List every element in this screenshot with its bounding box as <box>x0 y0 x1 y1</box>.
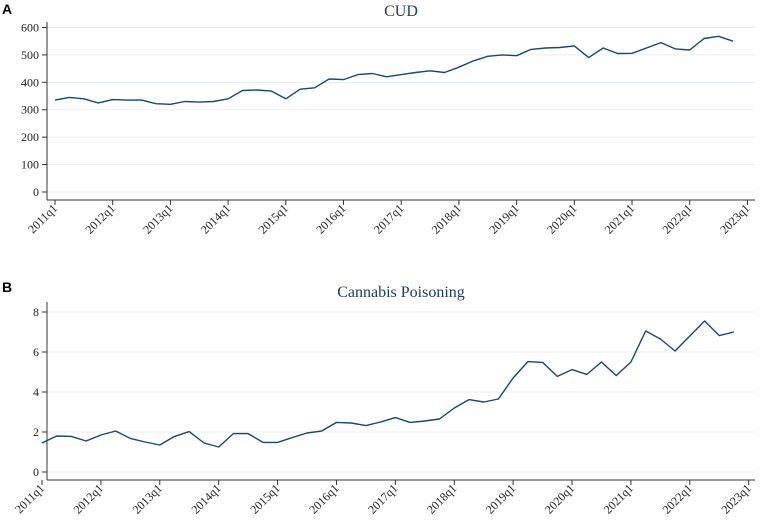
chart-1-ytick-label-3: 6 <box>33 345 39 359</box>
chart-1-title: Cannabis Poisoning <box>337 284 465 301</box>
chart-0-xtick-label-9: 2020q1 <box>544 201 579 236</box>
chart-1-xtick-label-1: 2012q1 <box>71 481 106 516</box>
chart-0-xtick-label-3: 2014q1 <box>198 201 233 236</box>
chart-0-ytick-label-0: 0 <box>33 185 39 199</box>
chart-1-xtick-label-3: 2014q1 <box>188 481 223 516</box>
chart-1-panel-letter: B <box>2 279 12 295</box>
chart-1-xtick-label-7: 2018q1 <box>424 481 459 516</box>
chart-0-panel-letter: A <box>2 1 12 17</box>
chart-0-ytick-label-5: 500 <box>21 48 39 62</box>
chart-1-xtick-label-8: 2019q1 <box>483 481 518 516</box>
chart-0-series-line-0 <box>54 35 734 106</box>
chart-0-xtick-label-7: 2018q1 <box>429 201 464 236</box>
chart-1-xtick-label-12: 2023q1 <box>718 481 753 516</box>
chart-0-xtick-label-11: 2022q1 <box>659 201 694 236</box>
chart-1-xtick-label-4: 2015q1 <box>247 481 282 516</box>
chart-0-ytick-label-6: 600 <box>21 20 39 34</box>
chart-0-xtick-label-12: 2023q1 <box>717 201 752 236</box>
chart-0-ytick-label-1: 100 <box>21 158 39 172</box>
chart-0-xtick-label-10: 2021q1 <box>602 201 637 236</box>
chart-0-xtick-label-4: 2015q1 <box>256 201 291 236</box>
chart-1-xtick-label-0: 2011q1 <box>12 481 47 516</box>
chart-0-ytick-label-2: 200 <box>21 130 39 144</box>
chart-1-ytick-label-2: 4 <box>33 385 39 399</box>
chart-1-xtick-label-5: 2016q1 <box>306 481 341 516</box>
chart-0-xtick-label-0: 2011q1 <box>25 201 60 236</box>
chart-1-xtick-label-2: 2013q1 <box>130 481 165 516</box>
chart-0-xtick-label-8: 2019q1 <box>486 201 521 236</box>
chart-1-ytick-label-4: 8 <box>33 305 39 319</box>
chart-1-xtick-label-6: 2017q1 <box>365 481 400 516</box>
chart-0-ytick-label-3: 300 <box>21 103 39 117</box>
chart-1-ytick-label-0: 0 <box>33 465 39 479</box>
chart-1-xtick-label-10: 2021q1 <box>601 481 636 516</box>
chart-1-xtick-label-9: 2020q1 <box>542 481 577 516</box>
chart-0-xtick-label-2: 2013q1 <box>140 201 175 236</box>
chart-0-xtick-label-6: 2017q1 <box>371 201 406 236</box>
chart-1-ytick-label-1: 2 <box>33 425 39 439</box>
chart-0-title: CUD <box>384 3 418 20</box>
chart-1-series-line-0 <box>41 320 735 448</box>
chart-0-ytick-label-4: 400 <box>21 75 39 89</box>
chart-1-xtick-label-11: 2022q1 <box>660 481 695 516</box>
chart-0-xtick-label-5: 2016q1 <box>313 201 348 236</box>
chart-0-xtick-label-1: 2012q1 <box>82 201 117 236</box>
